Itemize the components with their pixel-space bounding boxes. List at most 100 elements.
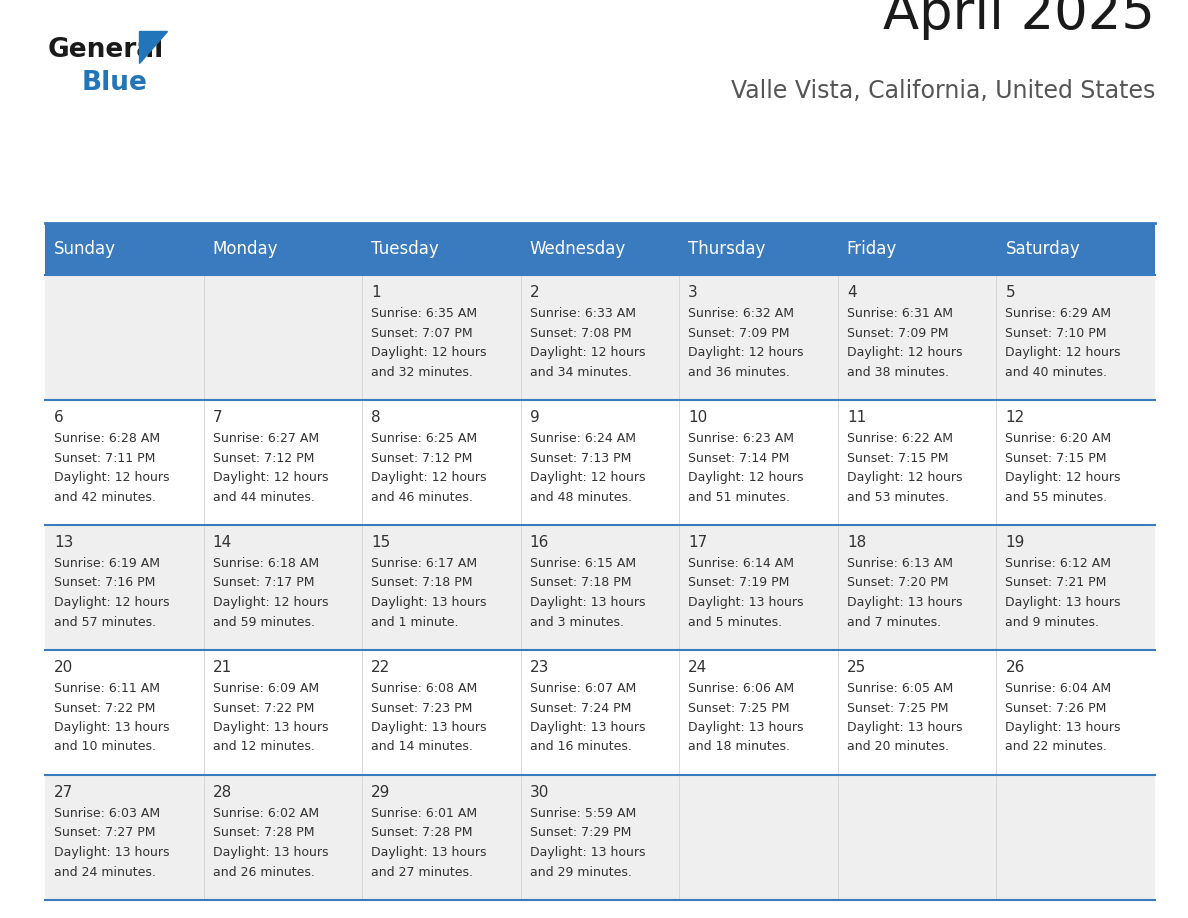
Text: and 55 minutes.: and 55 minutes. bbox=[1005, 490, 1107, 503]
Text: Daylight: 13 hours: Daylight: 13 hours bbox=[847, 721, 962, 734]
Text: 12: 12 bbox=[1005, 410, 1025, 425]
Text: Daylight: 12 hours: Daylight: 12 hours bbox=[1005, 346, 1121, 359]
Text: Sunrise: 6:09 AM: Sunrise: 6:09 AM bbox=[213, 682, 318, 695]
Text: and 12 minutes.: and 12 minutes. bbox=[213, 741, 315, 754]
Bar bbox=[838, 223, 997, 275]
Text: Sunset: 7:25 PM: Sunset: 7:25 PM bbox=[688, 701, 790, 714]
Text: Sunrise: 6:08 AM: Sunrise: 6:08 AM bbox=[371, 682, 478, 695]
Text: Sunset: 7:18 PM: Sunset: 7:18 PM bbox=[530, 577, 631, 589]
Text: Daylight: 13 hours: Daylight: 13 hours bbox=[53, 846, 170, 859]
Text: 15: 15 bbox=[371, 535, 391, 550]
Text: and 7 minutes.: and 7 minutes. bbox=[847, 615, 941, 629]
Text: and 53 minutes.: and 53 minutes. bbox=[847, 490, 949, 503]
Bar bbox=[680, 223, 838, 275]
Text: Sunrise: 6:17 AM: Sunrise: 6:17 AM bbox=[371, 557, 478, 570]
Text: Sunrise: 6:27 AM: Sunrise: 6:27 AM bbox=[213, 432, 318, 445]
Text: Daylight: 12 hours: Daylight: 12 hours bbox=[688, 471, 804, 484]
Text: and 46 minutes.: and 46 minutes. bbox=[371, 490, 473, 503]
Text: Daylight: 12 hours: Daylight: 12 hours bbox=[1005, 471, 1121, 484]
Text: Saturday: Saturday bbox=[1005, 240, 1080, 258]
Text: Valle Vista, California, United States: Valle Vista, California, United States bbox=[731, 79, 1155, 103]
Text: Daylight: 13 hours: Daylight: 13 hours bbox=[213, 846, 328, 859]
Text: Sunrise: 6:15 AM: Sunrise: 6:15 AM bbox=[530, 557, 636, 570]
Text: Sunrise: 6:12 AM: Sunrise: 6:12 AM bbox=[1005, 557, 1112, 570]
Text: 18: 18 bbox=[847, 535, 866, 550]
Bar bbox=[45, 775, 1155, 900]
Text: Sunrise: 6:02 AM: Sunrise: 6:02 AM bbox=[213, 807, 318, 820]
Text: and 26 minutes.: and 26 minutes. bbox=[213, 866, 315, 879]
Text: Sunset: 7:12 PM: Sunset: 7:12 PM bbox=[213, 452, 314, 465]
Text: and 20 minutes.: and 20 minutes. bbox=[847, 741, 949, 754]
Text: 7: 7 bbox=[213, 410, 222, 425]
Text: Daylight: 13 hours: Daylight: 13 hours bbox=[688, 596, 804, 609]
Text: Daylight: 13 hours: Daylight: 13 hours bbox=[1005, 596, 1121, 609]
Text: Sunrise: 6:29 AM: Sunrise: 6:29 AM bbox=[1005, 307, 1112, 320]
Text: Sunrise: 6:13 AM: Sunrise: 6:13 AM bbox=[847, 557, 953, 570]
Text: Daylight: 12 hours: Daylight: 12 hours bbox=[371, 346, 487, 359]
Text: Sunset: 7:22 PM: Sunset: 7:22 PM bbox=[213, 701, 314, 714]
Text: 19: 19 bbox=[1005, 535, 1025, 550]
Text: Sunset: 7:21 PM: Sunset: 7:21 PM bbox=[1005, 577, 1107, 589]
Text: Sunrise: 6:22 AM: Sunrise: 6:22 AM bbox=[847, 432, 953, 445]
Text: Sunrise: 6:04 AM: Sunrise: 6:04 AM bbox=[1005, 682, 1112, 695]
Text: 30: 30 bbox=[530, 785, 549, 800]
Text: Sunset: 7:15 PM: Sunset: 7:15 PM bbox=[1005, 452, 1107, 465]
Text: 25: 25 bbox=[847, 660, 866, 675]
Text: and 36 minutes.: and 36 minutes. bbox=[688, 365, 790, 378]
Text: Sunrise: 6:25 AM: Sunrise: 6:25 AM bbox=[371, 432, 478, 445]
Text: and 10 minutes.: and 10 minutes. bbox=[53, 741, 156, 754]
Text: Sunset: 7:24 PM: Sunset: 7:24 PM bbox=[530, 701, 631, 714]
Text: Blue: Blue bbox=[82, 70, 147, 96]
Text: Daylight: 12 hours: Daylight: 12 hours bbox=[371, 471, 487, 484]
Text: and 32 minutes.: and 32 minutes. bbox=[371, 365, 473, 378]
Text: Daylight: 12 hours: Daylight: 12 hours bbox=[847, 346, 962, 359]
Text: Sunrise: 6:19 AM: Sunrise: 6:19 AM bbox=[53, 557, 160, 570]
Text: 8: 8 bbox=[371, 410, 381, 425]
Text: Daylight: 13 hours: Daylight: 13 hours bbox=[847, 596, 962, 609]
Text: and 44 minutes.: and 44 minutes. bbox=[213, 490, 315, 503]
Bar bbox=[203, 223, 362, 275]
Text: 13: 13 bbox=[53, 535, 74, 550]
Bar bbox=[45, 275, 1155, 400]
Text: 16: 16 bbox=[530, 535, 549, 550]
Text: Daylight: 13 hours: Daylight: 13 hours bbox=[371, 721, 487, 734]
Text: 9: 9 bbox=[530, 410, 539, 425]
Text: Sunset: 7:08 PM: Sunset: 7:08 PM bbox=[530, 327, 631, 340]
Text: Sunrise: 6:05 AM: Sunrise: 6:05 AM bbox=[847, 682, 953, 695]
Text: and 51 minutes.: and 51 minutes. bbox=[688, 490, 790, 503]
Text: Sunrise: 6:03 AM: Sunrise: 6:03 AM bbox=[53, 807, 160, 820]
Text: 2: 2 bbox=[530, 285, 539, 300]
Bar bbox=[520, 223, 680, 275]
Text: 26: 26 bbox=[1005, 660, 1025, 675]
Text: and 48 minutes.: and 48 minutes. bbox=[530, 490, 632, 503]
Text: and 9 minutes.: and 9 minutes. bbox=[1005, 615, 1099, 629]
Text: Sunrise: 6:32 AM: Sunrise: 6:32 AM bbox=[688, 307, 795, 320]
Text: and 14 minutes.: and 14 minutes. bbox=[371, 741, 473, 754]
Text: 14: 14 bbox=[213, 535, 232, 550]
Bar bbox=[362, 223, 520, 275]
Text: Daylight: 13 hours: Daylight: 13 hours bbox=[371, 846, 487, 859]
Text: 27: 27 bbox=[53, 785, 74, 800]
Text: Sunrise: 6:23 AM: Sunrise: 6:23 AM bbox=[688, 432, 795, 445]
Text: Daylight: 12 hours: Daylight: 12 hours bbox=[530, 471, 645, 484]
Text: Daylight: 13 hours: Daylight: 13 hours bbox=[530, 721, 645, 734]
Text: and 27 minutes.: and 27 minutes. bbox=[371, 866, 473, 879]
Text: April 2025: April 2025 bbox=[883, 0, 1155, 40]
Text: 28: 28 bbox=[213, 785, 232, 800]
Text: Sunrise: 5:59 AM: Sunrise: 5:59 AM bbox=[530, 807, 636, 820]
Text: 4: 4 bbox=[847, 285, 857, 300]
Text: and 1 minute.: and 1 minute. bbox=[371, 615, 459, 629]
Text: Sunrise: 6:31 AM: Sunrise: 6:31 AM bbox=[847, 307, 953, 320]
Text: Sunrise: 6:18 AM: Sunrise: 6:18 AM bbox=[213, 557, 318, 570]
Text: General: General bbox=[48, 37, 164, 63]
Text: and 18 minutes.: and 18 minutes. bbox=[688, 741, 790, 754]
Text: Friday: Friday bbox=[847, 240, 897, 258]
Text: Sunset: 7:29 PM: Sunset: 7:29 PM bbox=[530, 826, 631, 839]
Text: Sunset: 7:19 PM: Sunset: 7:19 PM bbox=[688, 577, 790, 589]
Text: Sunrise: 6:11 AM: Sunrise: 6:11 AM bbox=[53, 682, 160, 695]
Text: Daylight: 13 hours: Daylight: 13 hours bbox=[530, 846, 645, 859]
Bar bbox=[45, 400, 1155, 525]
Text: 1: 1 bbox=[371, 285, 381, 300]
Text: 17: 17 bbox=[688, 535, 708, 550]
Bar bbox=[997, 223, 1155, 275]
